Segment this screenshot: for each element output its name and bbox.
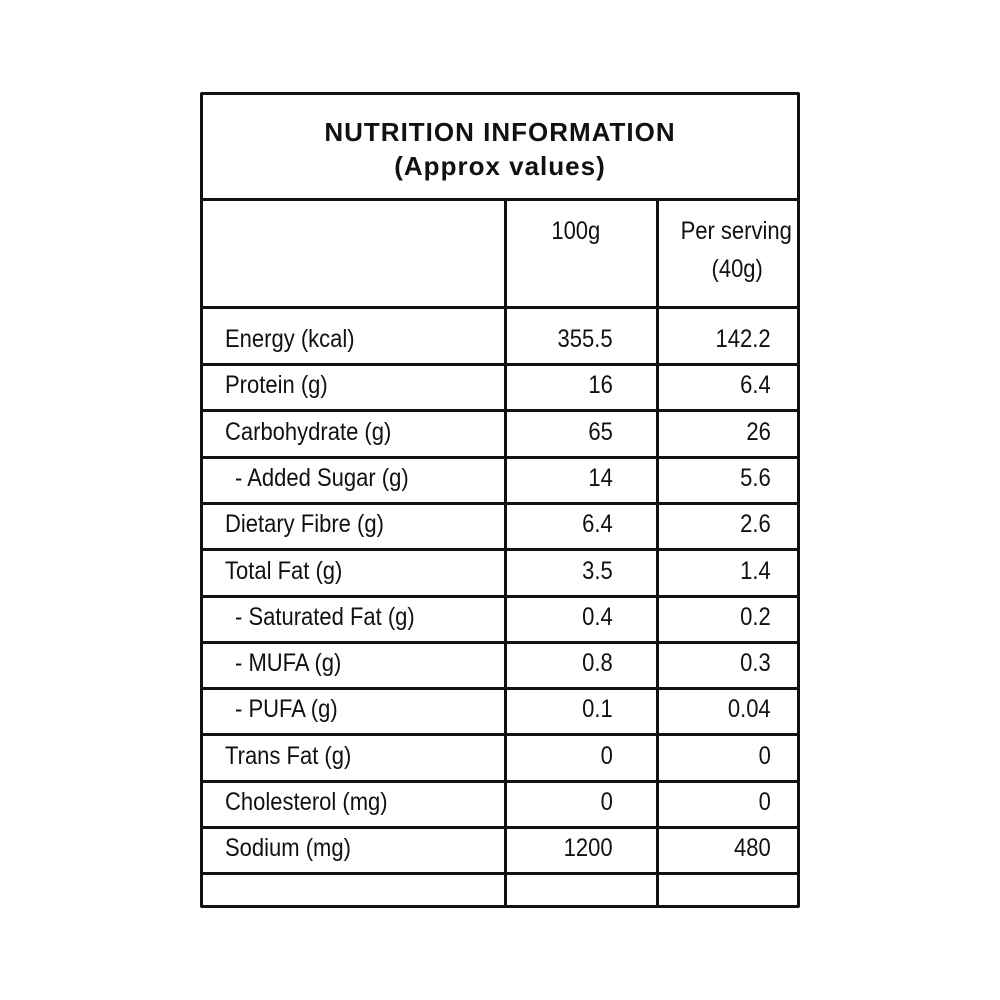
nutrient-name: - PUFA (g) [235,695,338,724]
table-subtitle: (Approx values) [394,151,606,181]
nutrient-name: Total Fat (g) [225,556,343,585]
rule [203,409,797,413]
column-rule [656,200,659,905]
value-serving: 1.4 [740,556,771,585]
rule [203,501,797,505]
nutrition-table: NUTRITION INFORMATION (Approx values) 10… [200,92,800,908]
nutrient-name: Cholesterol (mg) [225,788,388,816]
rule [203,640,797,644]
value-serving: 6.4 [740,371,771,400]
column-header: Per serving [680,217,792,245]
rule [203,455,797,459]
value-serving: 142.2 [715,325,771,353]
value-100g: 1200 [564,834,613,863]
value-100g: 355.5 [557,325,613,353]
rule [203,594,797,598]
nutrient-name: - Saturated Fat (g) [235,602,415,631]
value-serving: 26 [746,417,771,446]
rule [203,687,797,691]
nutrient-name: Energy (kcal) [225,325,355,353]
nutrient-name: Sodium (mg) [225,834,351,863]
value-100g: 0.8 [582,649,613,678]
value-100g: 16 [588,371,613,400]
value-100g: 6.4 [582,510,613,539]
rule [203,826,797,829]
nutrient-name: - Added Sugar (g) [235,463,409,492]
value-100g: 3.5 [582,556,613,585]
rule [203,733,797,737]
value-100g: 0 [600,788,613,816]
rule [203,779,797,783]
rule [203,363,797,366]
rule [203,548,797,552]
nutrient-name: Trans Fat (g) [225,741,352,770]
value-100g: 0 [600,741,613,770]
nutrient-name: Dietary Fibre (g) [225,510,384,539]
value-serving: 0 [758,741,771,770]
nutrient-name: - MUFA (g) [235,649,342,678]
rule [203,872,797,876]
value-100g: 65 [588,417,613,446]
value-serving: 0 [758,788,771,816]
column-rule [504,200,507,905]
value-serving: 0.3 [740,649,771,678]
rule [203,306,797,309]
value-serving: 0.2 [740,602,771,631]
column-header: 100g [551,217,601,245]
table-title: NUTRITION INFORMATION [324,117,676,147]
value-100g: 14 [588,463,613,492]
rule [203,198,797,201]
value-serving: 0.04 [728,695,771,724]
value-100g: 0.1 [582,695,613,724]
value-serving: 480 [734,834,771,863]
nutrient-name: Carbohydrate (g) [225,417,392,446]
value-serving: 5.6 [740,463,771,492]
value-serving: 2.6 [740,510,771,539]
value-100g: 0.4 [582,602,613,631]
column-header: (40g) [711,255,763,283]
nutrient-name: Protein (g) [225,371,328,400]
